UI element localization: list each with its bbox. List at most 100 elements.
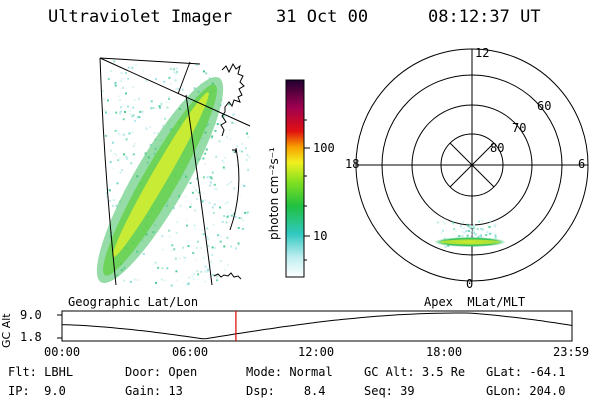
emission-pixel xyxy=(107,188,110,191)
emission-pixel xyxy=(239,62,242,65)
emission-pixel xyxy=(184,195,187,198)
emission-pixel xyxy=(105,134,108,137)
polar-emission-pixel xyxy=(479,236,482,238)
emission-pixel xyxy=(212,72,214,74)
emission-pixel xyxy=(163,279,166,282)
altitude-curve xyxy=(61,312,573,340)
coastline xyxy=(220,62,245,137)
emission-pixel xyxy=(160,278,163,281)
polar-emission-pixel xyxy=(490,232,493,235)
emission-pixel xyxy=(106,99,109,102)
emission-pixel xyxy=(122,86,124,89)
emission-pixel xyxy=(128,132,131,135)
emission-pixel xyxy=(175,70,178,73)
emission-pixel xyxy=(226,236,229,239)
emission-pixel xyxy=(191,67,194,70)
emission-pixel xyxy=(225,218,228,221)
emission-pixel xyxy=(219,206,222,209)
polar-emission-pixel xyxy=(494,236,497,239)
emission-pixel xyxy=(206,176,209,179)
emission-pixel xyxy=(155,78,157,81)
colorbar-tick-label-100: 100 xyxy=(313,141,335,155)
emission-pixel xyxy=(239,194,242,197)
emission-pixel xyxy=(131,115,134,118)
emission-pixel xyxy=(229,97,232,100)
emission-pixel xyxy=(112,167,115,170)
emission-pixel xyxy=(128,109,131,112)
emission-pixel xyxy=(162,124,164,127)
emission-pixel xyxy=(113,60,116,63)
emission-pixel xyxy=(209,267,212,269)
emission-pixel xyxy=(209,260,212,263)
emission-pixel xyxy=(161,248,164,251)
timeline-plot xyxy=(57,310,573,342)
emission-pixel xyxy=(219,260,222,263)
emission-pixel xyxy=(108,199,111,202)
emission-pixel xyxy=(202,256,205,259)
emission-pixel xyxy=(222,161,225,164)
mlt-label-6: 6 xyxy=(578,157,586,171)
polar-emission-pixel xyxy=(455,235,458,238)
polar-emission-pixel xyxy=(486,231,489,234)
status-door: Door: Open xyxy=(125,365,198,379)
emission-pixel xyxy=(150,100,153,103)
emission-pixel xyxy=(166,106,169,109)
emission-pixel xyxy=(229,268,232,271)
emission-pixel xyxy=(153,132,156,134)
emission-pixel xyxy=(194,227,197,230)
emission-pixel xyxy=(130,162,133,165)
emission-pixel xyxy=(245,126,248,129)
emission-pixel xyxy=(216,123,219,126)
emission-pixel xyxy=(195,258,198,261)
emission-pixel xyxy=(145,126,148,129)
emission-pixel xyxy=(219,123,222,126)
emission-pixel xyxy=(230,181,233,184)
emission-pixel xyxy=(223,89,226,92)
emission-pixel xyxy=(102,227,104,229)
emission-pixel xyxy=(170,284,173,287)
emission-pixel xyxy=(136,116,139,119)
polar-emission-pixel xyxy=(452,222,455,225)
emission-pixel xyxy=(119,110,122,113)
emission-pixel xyxy=(103,109,106,112)
polar-emission-pixel xyxy=(494,234,497,237)
emission-pixel xyxy=(122,118,125,121)
emission-pixel xyxy=(115,204,118,207)
emission-pixel xyxy=(224,168,227,171)
emission-pixel xyxy=(230,245,233,248)
polar-emission-pixel xyxy=(440,231,443,234)
emission-pixel xyxy=(229,137,232,140)
emission-pixel xyxy=(247,136,250,139)
emission-pixel xyxy=(170,249,173,252)
emission-pixel xyxy=(131,67,134,70)
emission-pixel xyxy=(123,279,126,282)
emission-pixel xyxy=(246,154,249,156)
emission-pixel xyxy=(229,208,232,211)
emission-pixel xyxy=(234,215,237,218)
emission-pixel xyxy=(138,116,141,118)
polar-emission-pixel xyxy=(444,245,447,248)
emission-pixel xyxy=(196,270,199,273)
emission-pixel xyxy=(189,206,192,208)
status-gc-alt: GC Alt: 3.5 Re xyxy=(364,365,466,379)
emission-pixel xyxy=(244,147,247,150)
emission-pixel xyxy=(246,211,249,214)
emission-pixel xyxy=(132,153,135,156)
emission-pixel xyxy=(232,256,235,259)
emission-pixel xyxy=(196,63,199,66)
emission-pixel xyxy=(179,204,182,207)
emission-pixel xyxy=(168,229,171,232)
status-gain: Gain: 13 xyxy=(125,384,183,398)
emission-pixel xyxy=(181,88,184,91)
emission-pixel xyxy=(118,95,121,98)
polar-emission-pixel xyxy=(494,225,496,228)
emission-pixel xyxy=(216,279,219,282)
emission-pixel xyxy=(232,113,235,116)
emission-pixel xyxy=(202,233,205,236)
emission-pixel xyxy=(197,273,200,276)
emission-pixel xyxy=(175,221,178,224)
emission-pixel xyxy=(238,244,241,247)
polar-emission-pixel xyxy=(442,220,445,223)
emission-pixel xyxy=(200,270,203,273)
emission-pixel xyxy=(149,126,151,129)
